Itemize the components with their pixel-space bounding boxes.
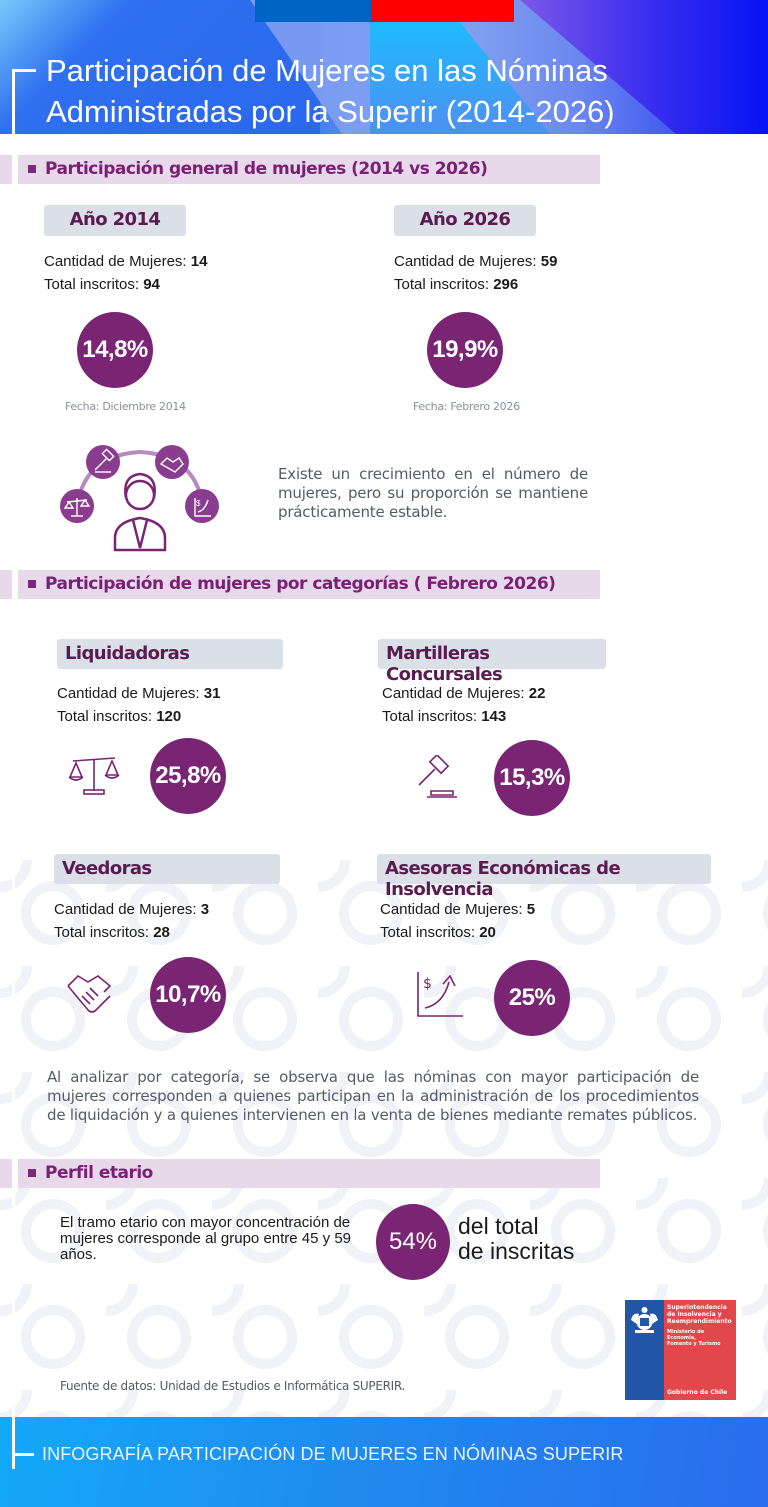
bullet-square-icon [28, 1169, 36, 1177]
logo-text-block: Superintendencia de Insolvencia y Reempr… [664, 1300, 736, 1400]
stats-liquidadoras: Cantidad de Mujeres: 31 Total inscritos:… [57, 685, 221, 725]
stats-2026: Cantidad de Mujeres: 59 Total inscritos:… [394, 253, 558, 293]
date-2014: Fecha: Diciembre 2014 [65, 400, 186, 413]
section-stub [0, 1159, 15, 1188]
svg-text:$: $ [423, 976, 432, 992]
categories-note: Al analizar por categoría, se observa qu… [47, 1068, 699, 1124]
svg-text:$: $ [196, 499, 201, 508]
scale-icon [68, 757, 120, 795]
percent-badge-2026: 19,9% [427, 312, 503, 388]
women-count: 14 [190, 253, 208, 270]
stats-asesoras: Cantidad de Mujeres: 5 Total inscritos: … [380, 901, 536, 941]
header-banner [0, 0, 768, 134]
section-header-general: Participación general de mujeres (2014 v… [18, 155, 600, 184]
section-header-categories: Participación de mujeres por categorías … [18, 570, 600, 599]
section-header-age: Perfil etario [18, 1159, 600, 1188]
bullet-square-icon [28, 580, 36, 588]
category-label-veedoras: Veedoras [54, 854, 280, 884]
percent-badge-asesoras: 25% [494, 960, 570, 1036]
left-guide-line [12, 69, 15, 1469]
percent-badge-2014: 14,8% [77, 312, 153, 388]
footer-bracket [12, 1453, 34, 1456]
percent-badge-age: 54% [376, 1204, 450, 1280]
percent-badge-veedoras: 10,7% [150, 957, 226, 1033]
general-note: Existe un crecimiento en el número de mu… [278, 465, 588, 521]
flag-stripe-blue [255, 0, 371, 22]
percent-badge-martilleras: 15,3% [494, 740, 570, 816]
category-label-martilleras: Martilleras Concursales [378, 639, 606, 685]
year-2014-label: Año 2014 [44, 205, 186, 236]
woman-professions-illustration-icon: $ [60, 445, 219, 552]
date-2026: Fecha: Febrero 2026 [413, 400, 520, 413]
percent-badge-liquidadoras: 25,8% [150, 738, 226, 814]
stats-veedoras: Cantidad de Mujeres: 3 Total inscritos: … [54, 901, 210, 941]
section-title: Participación de mujeres por categorías … [45, 574, 556, 594]
section-stub [0, 570, 15, 599]
data-source: Fuente de datos: Unidad de Estudios e In… [60, 1379, 406, 1393]
page-title: Participación de Mujeres en las Nóminas … [46, 50, 746, 132]
flag-stripe-red [371, 0, 514, 22]
bullet-square-icon [28, 165, 36, 173]
footer-banner [0, 1417, 768, 1507]
page-title-line2: Administradas por la Superir (2014-2026) [46, 94, 615, 129]
title-bracket [14, 69, 36, 72]
category-label-asesoras: Asesoras Económicas de Insolvencia [377, 854, 711, 900]
coat-of-arms-icon [625, 1300, 664, 1400]
stats-martilleras: Cantidad de Mujeres: 22 Total inscritos:… [382, 685, 546, 725]
footer-title: INFOGRAFÍA PARTICIPACIÓN DE MUJERES EN N… [42, 1444, 624, 1464]
section-stub [0, 155, 15, 184]
total-count: 94 [143, 276, 160, 293]
women-count: 59 [540, 253, 558, 270]
year-2026-label: Año 2026 [394, 205, 536, 236]
age-description: El tramo etario con mayor concentración … [60, 1214, 352, 1263]
age-percent-caption: del total de inscritas [458, 1213, 575, 1264]
superir-logo: Superintendencia de Insolvencia y Reempr… [625, 1300, 736, 1400]
page-title-line1: Participación de Mujeres en las Nóminas [46, 53, 608, 88]
growth-chart-icon: $ [417, 972, 463, 1017]
category-label-liquidadoras: Liquidadoras [57, 639, 283, 669]
section-title: Perfil etario [45, 1163, 153, 1183]
total-count: 296 [493, 276, 519, 293]
stats-2014: Cantidad de Mujeres: 14 Total inscritos:… [44, 253, 208, 293]
background-pattern [0, 860, 768, 1417]
gavel-icon [418, 755, 457, 798]
section-title: Participación general de mujeres (2014 v… [45, 159, 488, 179]
handshake-icon [67, 974, 112, 1013]
